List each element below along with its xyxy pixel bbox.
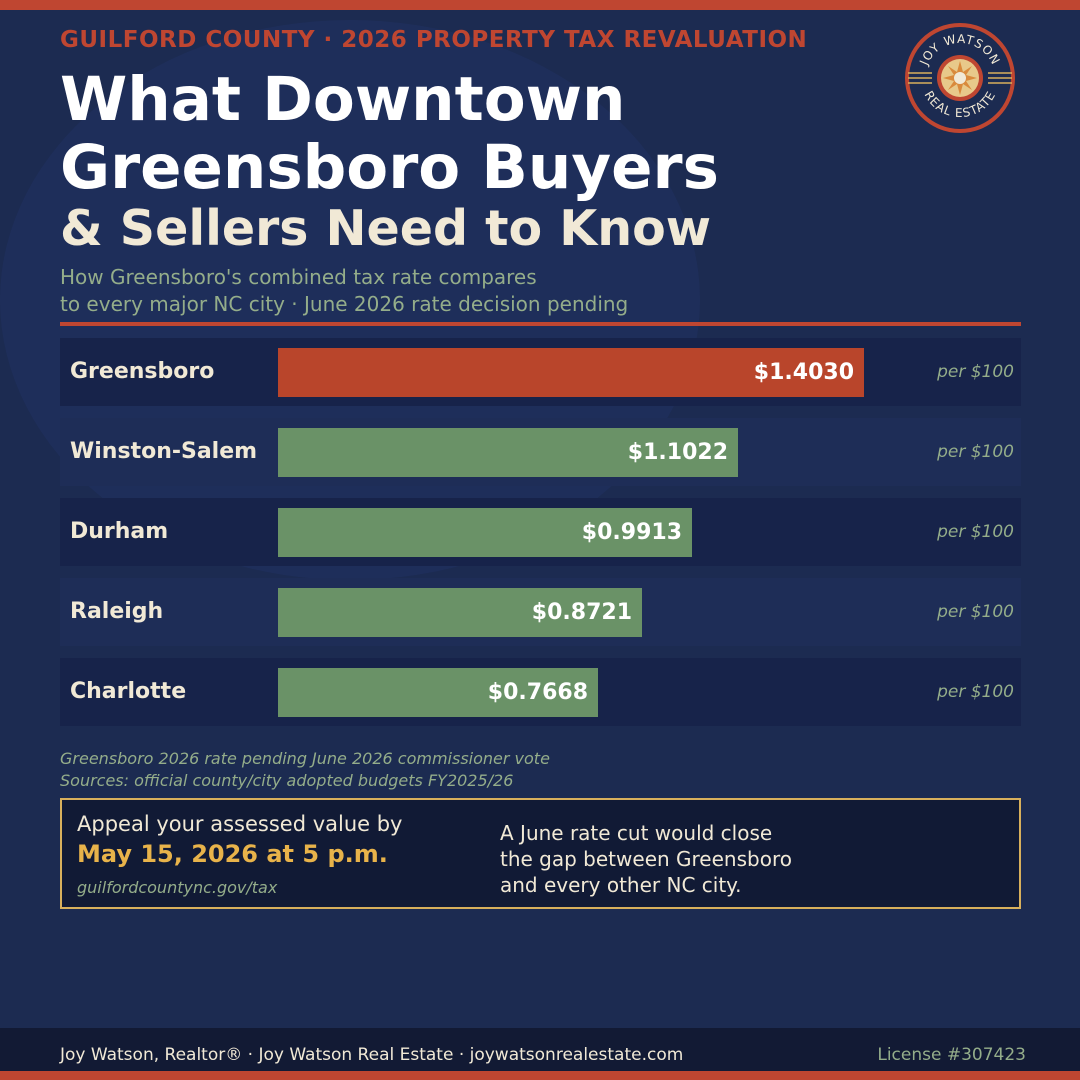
bar-value-label: $0.7668 bbox=[487, 680, 588, 705]
category-label: Durham bbox=[70, 519, 169, 544]
footer: Joy Watson, Realtor® · Joy Watson Real E… bbox=[0, 1028, 1080, 1071]
appeal-lead-text: Appeal your assessed value by bbox=[77, 812, 403, 836]
eyebrow-label: GUILFORD COUNTY · 2026 PROPERTY TAX REVA… bbox=[60, 27, 808, 53]
bar-value-label: $0.9913 bbox=[581, 520, 682, 545]
category-label: Raleigh bbox=[70, 599, 164, 624]
bottom-accent-stripe bbox=[0, 1071, 1080, 1080]
chart-row: Winston-Salem $1.1022 per $100 bbox=[60, 418, 1021, 486]
footer-license: License #307423 bbox=[877, 1045, 1026, 1065]
rate-cut-note-line-1: A June rate cut would close bbox=[500, 821, 773, 845]
category-label: Winston-Salem bbox=[70, 439, 258, 464]
note-line-2: Sources: official county/city adopted bu… bbox=[60, 771, 514, 790]
footer-contact: Joy Watson, Realtor® · Joy Watson Real E… bbox=[60, 1045, 684, 1065]
chart-row: Durham $0.9913 per $100 bbox=[60, 498, 1021, 566]
chart-row: Greensboro $1.4030 per $100 bbox=[60, 338, 1021, 406]
brand-logo: JOY WATSON REAL ESTATE bbox=[905, 23, 1015, 133]
appeal-link[interactable]: guilfordcountync.gov/tax bbox=[77, 878, 278, 897]
tax-rate-bar-chart: Greensboro $1.4030 per $100 Winston-Salem $1… bbox=[60, 338, 1021, 728]
bar: $0.8721 bbox=[278, 588, 642, 637]
bar: $0.7668 bbox=[278, 668, 598, 717]
title-line-2: Greensboro Buyers bbox=[60, 132, 719, 203]
subtitle-line-2: to every major NC city · June 2026 rate … bbox=[60, 292, 629, 316]
chart-row: Charlotte $0.7668 per $100 bbox=[60, 658, 1021, 726]
header-divider bbox=[60, 322, 1021, 326]
title-line-1: What Downtown bbox=[60, 64, 626, 135]
unit-label: per $100 bbox=[937, 442, 1014, 462]
rate-cut-note: A June rate cut would close the gap betw… bbox=[500, 820, 860, 898]
bar: $1.1022 bbox=[278, 428, 738, 477]
subtitle-line-1: How Greensboro's combined tax rate compa… bbox=[60, 265, 537, 289]
appeal-callout: Appeal your assessed value by May 15, 20… bbox=[60, 798, 1021, 909]
unit-label: per $100 bbox=[937, 362, 1014, 382]
sunburst-icon bbox=[937, 55, 983, 101]
rate-cut-note-line-3: and every other NC city. bbox=[500, 873, 742, 897]
bar-value-label: $1.4030 bbox=[753, 360, 854, 385]
category-label: Greensboro bbox=[70, 359, 215, 384]
note-line-1: Greensboro 2026 rate pending June 2026 c… bbox=[60, 749, 550, 768]
bar: $1.4030 bbox=[278, 348, 864, 397]
subtitle: How Greensboro's combined tax rate compa… bbox=[60, 264, 628, 318]
bar-value-label: $1.1022 bbox=[627, 440, 728, 465]
background-circle bbox=[0, 20, 700, 580]
page-title: What Downtown Greensboro Buyers bbox=[60, 66, 719, 202]
rate-cut-note-line-2: the gap between Greensboro bbox=[500, 847, 792, 871]
top-accent-stripe bbox=[0, 0, 1080, 10]
unit-label: per $100 bbox=[937, 682, 1014, 702]
bar-value-label: $0.8721 bbox=[531, 600, 632, 625]
category-label: Charlotte bbox=[70, 679, 187, 704]
chart-notes: Greensboro 2026 rate pending June 2026 c… bbox=[60, 748, 550, 792]
appeal-deadline: May 15, 2026 at 5 p.m. bbox=[77, 840, 388, 868]
title-line-3: & Sellers Need to Know bbox=[60, 200, 712, 257]
chart-row: Raleigh $0.8721 per $100 bbox=[60, 578, 1021, 646]
bar: $0.9913 bbox=[278, 508, 692, 557]
unit-label: per $100 bbox=[937, 602, 1014, 622]
unit-label: per $100 bbox=[937, 522, 1014, 542]
